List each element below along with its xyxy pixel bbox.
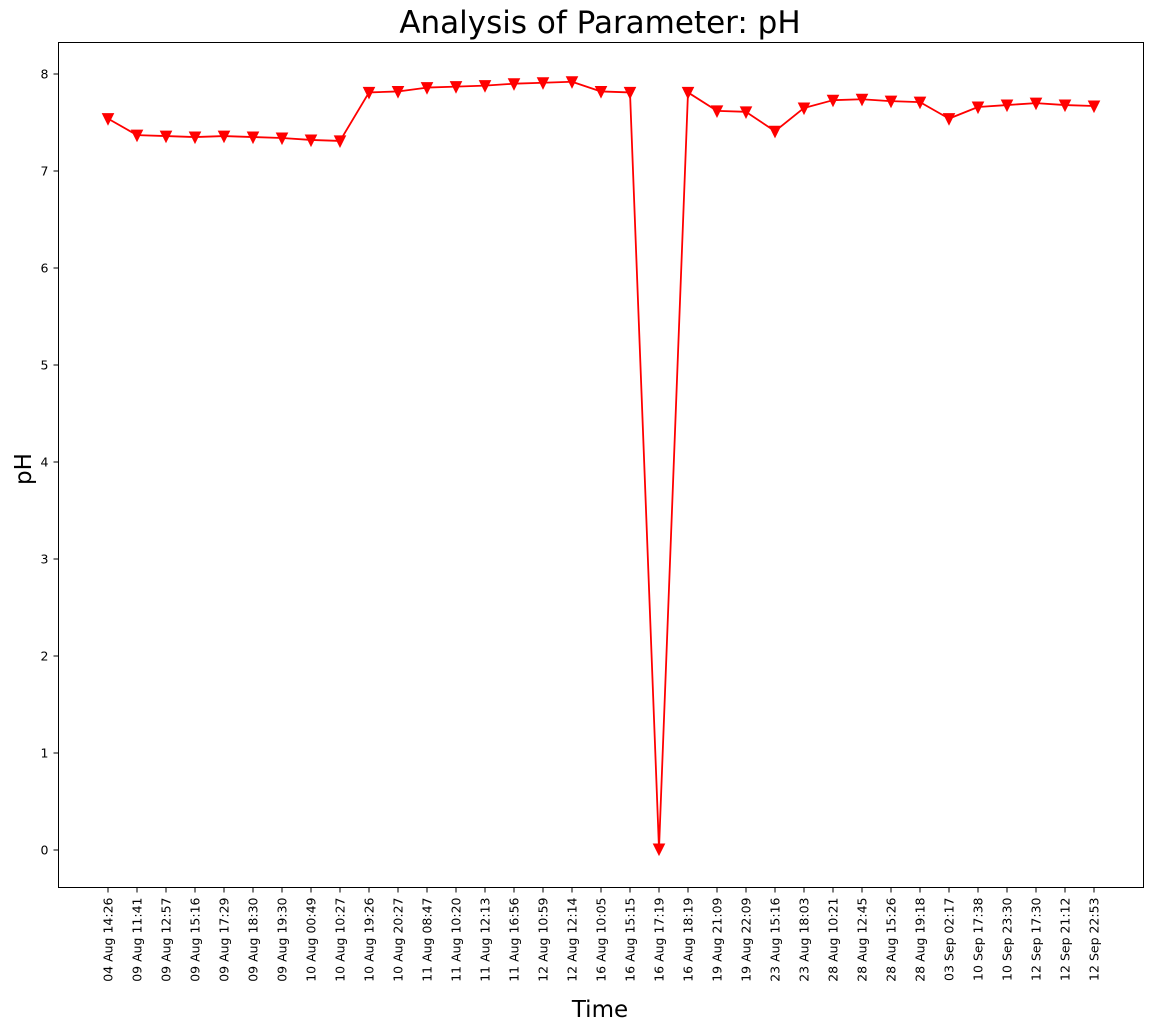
- data-point-marker: [536, 77, 550, 90]
- data-point-marker: [478, 80, 492, 93]
- x-tick-label: 12 Sep 21:12: [1058, 898, 1073, 981]
- data-point-marker: [768, 125, 782, 139]
- chart-title: Analysis of Parameter: pH: [399, 5, 800, 41]
- x-tick-label: 23 Aug 18:03: [797, 898, 812, 982]
- data-point-marker: [1087, 100, 1101, 114]
- data-point-marker: [246, 131, 260, 145]
- x-tick-label: 10 Aug 00:49: [304, 897, 319, 981]
- x-tick-label: 09 Aug 15:16: [188, 897, 203, 981]
- data-point-marker: [101, 113, 115, 126]
- data-point-marker: [913, 96, 927, 110]
- data-point-marker: [739, 106, 753, 119]
- data-point-marker: [333, 135, 347, 149]
- data-point-marker: [304, 134, 318, 148]
- x-axis-label: Time: [571, 997, 628, 1023]
- data-point-marker: [420, 82, 434, 95]
- x-tick-label: 09 Aug 19:30: [275, 897, 290, 981]
- data-point-marker: [884, 95, 898, 109]
- x-tick-label: 11 Aug 12:13: [478, 898, 493, 982]
- x-tick-label: 09 Aug 12:57: [159, 898, 174, 982]
- x-tick-label: 11 Aug 10:20: [449, 897, 464, 981]
- data-point-marker: [797, 102, 811, 116]
- x-tick-label: 28 Aug 15:26: [884, 897, 899, 981]
- x-axis-ticks: 04 Aug 14:26 09 Aug 11:41 09 Aug 12:57 09 A…: [101, 887, 1102, 982]
- y-tick-label: 6: [41, 261, 49, 276]
- x-tick-label: 11 Aug 08:47: [420, 898, 435, 982]
- data-point-marker: [971, 101, 985, 115]
- x-tick-label: 23 Aug 15:16: [768, 897, 783, 981]
- data-point-marker: [449, 81, 463, 94]
- plot-area: [58, 42, 1144, 888]
- x-tick-label: 10 Aug 20:27: [391, 898, 406, 982]
- x-tick-label: 10 Aug 19:26: [362, 897, 377, 981]
- x-tick-label: 16 Aug 17:19: [652, 897, 667, 981]
- x-tick-label: 09 Aug 17:29: [217, 897, 232, 981]
- y-tick-label: 7: [41, 164, 49, 179]
- x-tick-label: 28 Aug 10:21: [826, 898, 841, 982]
- data-point-marker: [652, 843, 666, 857]
- data-point-marker: [130, 129, 144, 143]
- x-tick-label: 11 Aug 16:56: [507, 897, 522, 981]
- data-point-marker: [594, 85, 608, 99]
- data-point-marker: [623, 86, 637, 100]
- x-tick-label: 09 Aug 18:30: [246, 897, 261, 981]
- data-point-marker: [1029, 97, 1043, 111]
- y-tick-label: 2: [41, 649, 49, 664]
- series-line: [107, 80, 1095, 850]
- y-tick-label: 4: [41, 455, 49, 470]
- x-tick-label: 28 Aug 12:45: [855, 898, 870, 982]
- x-tick-label: 19 Aug 21:09: [710, 897, 725, 981]
- y-tick-label: 8: [41, 67, 49, 82]
- data-point-marker: [710, 105, 724, 118]
- y-axis-label: pH: [11, 453, 37, 485]
- y-tick-label: 3: [41, 552, 49, 567]
- x-tick-label: 16 Aug 15:15: [623, 898, 638, 982]
- x-tick-label: 19 Aug 22:09: [739, 897, 754, 981]
- y-tick-label: 0: [41, 843, 49, 858]
- x-tick-label: 10 Aug 10:27: [333, 898, 348, 982]
- data-point-marker: [942, 113, 956, 126]
- data-point-marker: [391, 85, 405, 99]
- y-tick-label: 1: [41, 746, 49, 761]
- data-point-marker: [681, 86, 695, 100]
- data-point-marker: [826, 94, 840, 108]
- data-point-marker: [565, 76, 579, 89]
- x-tick-label: 04 Aug 14:26: [101, 897, 116, 981]
- x-tick-label: 12 Sep 17:30: [1029, 897, 1044, 980]
- x-tick-label: 10 Sep 17:38: [971, 897, 986, 980]
- x-tick-label: 10 Sep 23:30: [1000, 897, 1015, 980]
- data-point-marker: [1058, 99, 1072, 113]
- data-point-marker: [362, 86, 376, 100]
- x-tick-label: 12 Aug 12:14: [565, 897, 580, 981]
- x-tick-label: 12 Aug 10:59: [536, 897, 551, 981]
- x-tick-label: 03 Sep 02:17: [942, 898, 957, 981]
- y-tick-label: 5: [41, 358, 49, 373]
- axes-frame: [58, 42, 1144, 888]
- data-point-marker: [507, 78, 521, 91]
- x-tick-label: 12 Sep 22:53: [1087, 898, 1102, 981]
- data-point-marker: [275, 132, 289, 146]
- data-point-marker: [188, 131, 202, 145]
- data-point-marker: [217, 130, 231, 144]
- data-point-marker: [855, 93, 869, 107]
- x-tick-label: 28 Aug 19:18: [913, 897, 928, 981]
- x-tick-label: 16 Aug 10:05: [594, 898, 609, 982]
- data-point-marker: [1000, 99, 1014, 113]
- x-tick-label: 09 Aug 11:41: [130, 898, 145, 982]
- data-point-marker: [159, 130, 173, 144]
- x-tick-label: 16 Aug 18:19: [681, 897, 696, 981]
- y-axis-ticks: 0 1 2 3 4 5 6 7 8: [41, 67, 59, 858]
